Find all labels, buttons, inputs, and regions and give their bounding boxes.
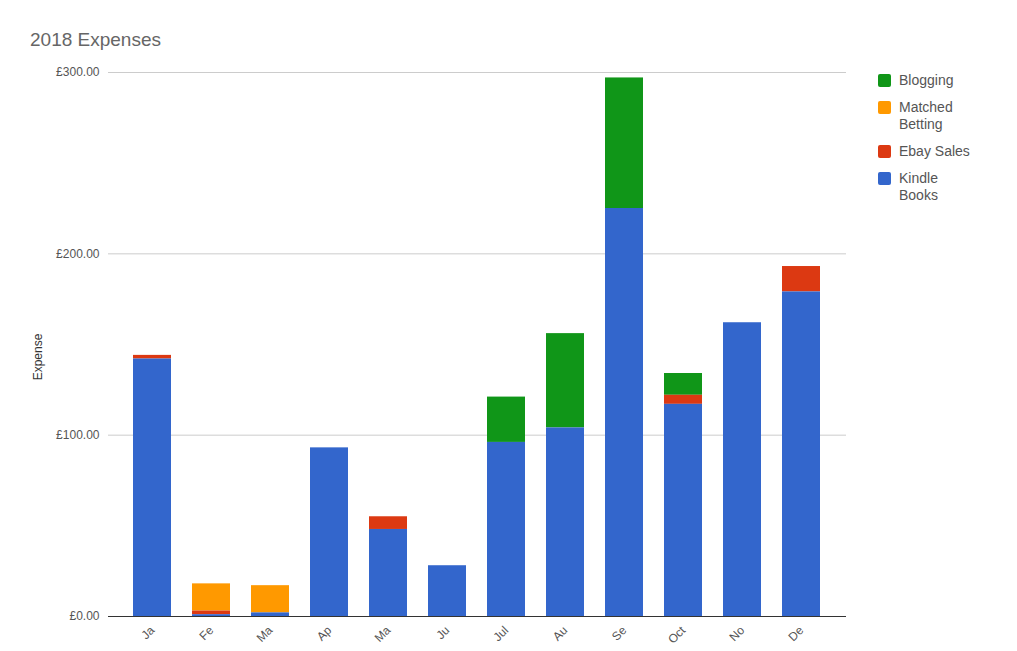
svg-text:Ap: Ap <box>314 623 335 644</box>
html-text:Kindle Books: Kindle Books <box>899 170 938 203</box>
svg-text:Se: Se <box>609 623 630 644</box>
svg-text:No: No <box>727 623 748 644</box>
svg-text:Jul: Jul <box>491 623 512 644</box>
svg-text:Oct: Oct <box>665 623 689 647</box>
html-text:2018 Expenses: 2018 Expenses <box>30 29 161 50</box>
svg-text:£300.00: £300.00 <box>56 65 100 79</box>
svg-text:£100.00: £100.00 <box>56 428 100 442</box>
html-text:Expense: Expense <box>31 333 45 381</box>
svg-text:De: De <box>786 623 807 644</box>
svg-text:Fe: Fe <box>197 623 217 643</box>
svg-text:£200.00: £200.00 <box>56 247 100 261</box>
html-text:Blogging: Blogging <box>899 72 954 88</box>
svg-text:£0.00: £0.00 <box>69 609 99 623</box>
svg-text:Au: Au <box>550 623 570 643</box>
html-text:Ebay Sales: Ebay Sales <box>899 143 970 159</box>
svg-text:Ja: Ja <box>138 623 157 642</box>
svg-text:Ju: Ju <box>433 623 452 642</box>
html-text:Matched Betting: Matched Betting <box>899 99 953 132</box>
svg-text:Ma: Ma <box>372 623 394 645</box>
svg-text:Ma: Ma <box>254 623 276 645</box>
